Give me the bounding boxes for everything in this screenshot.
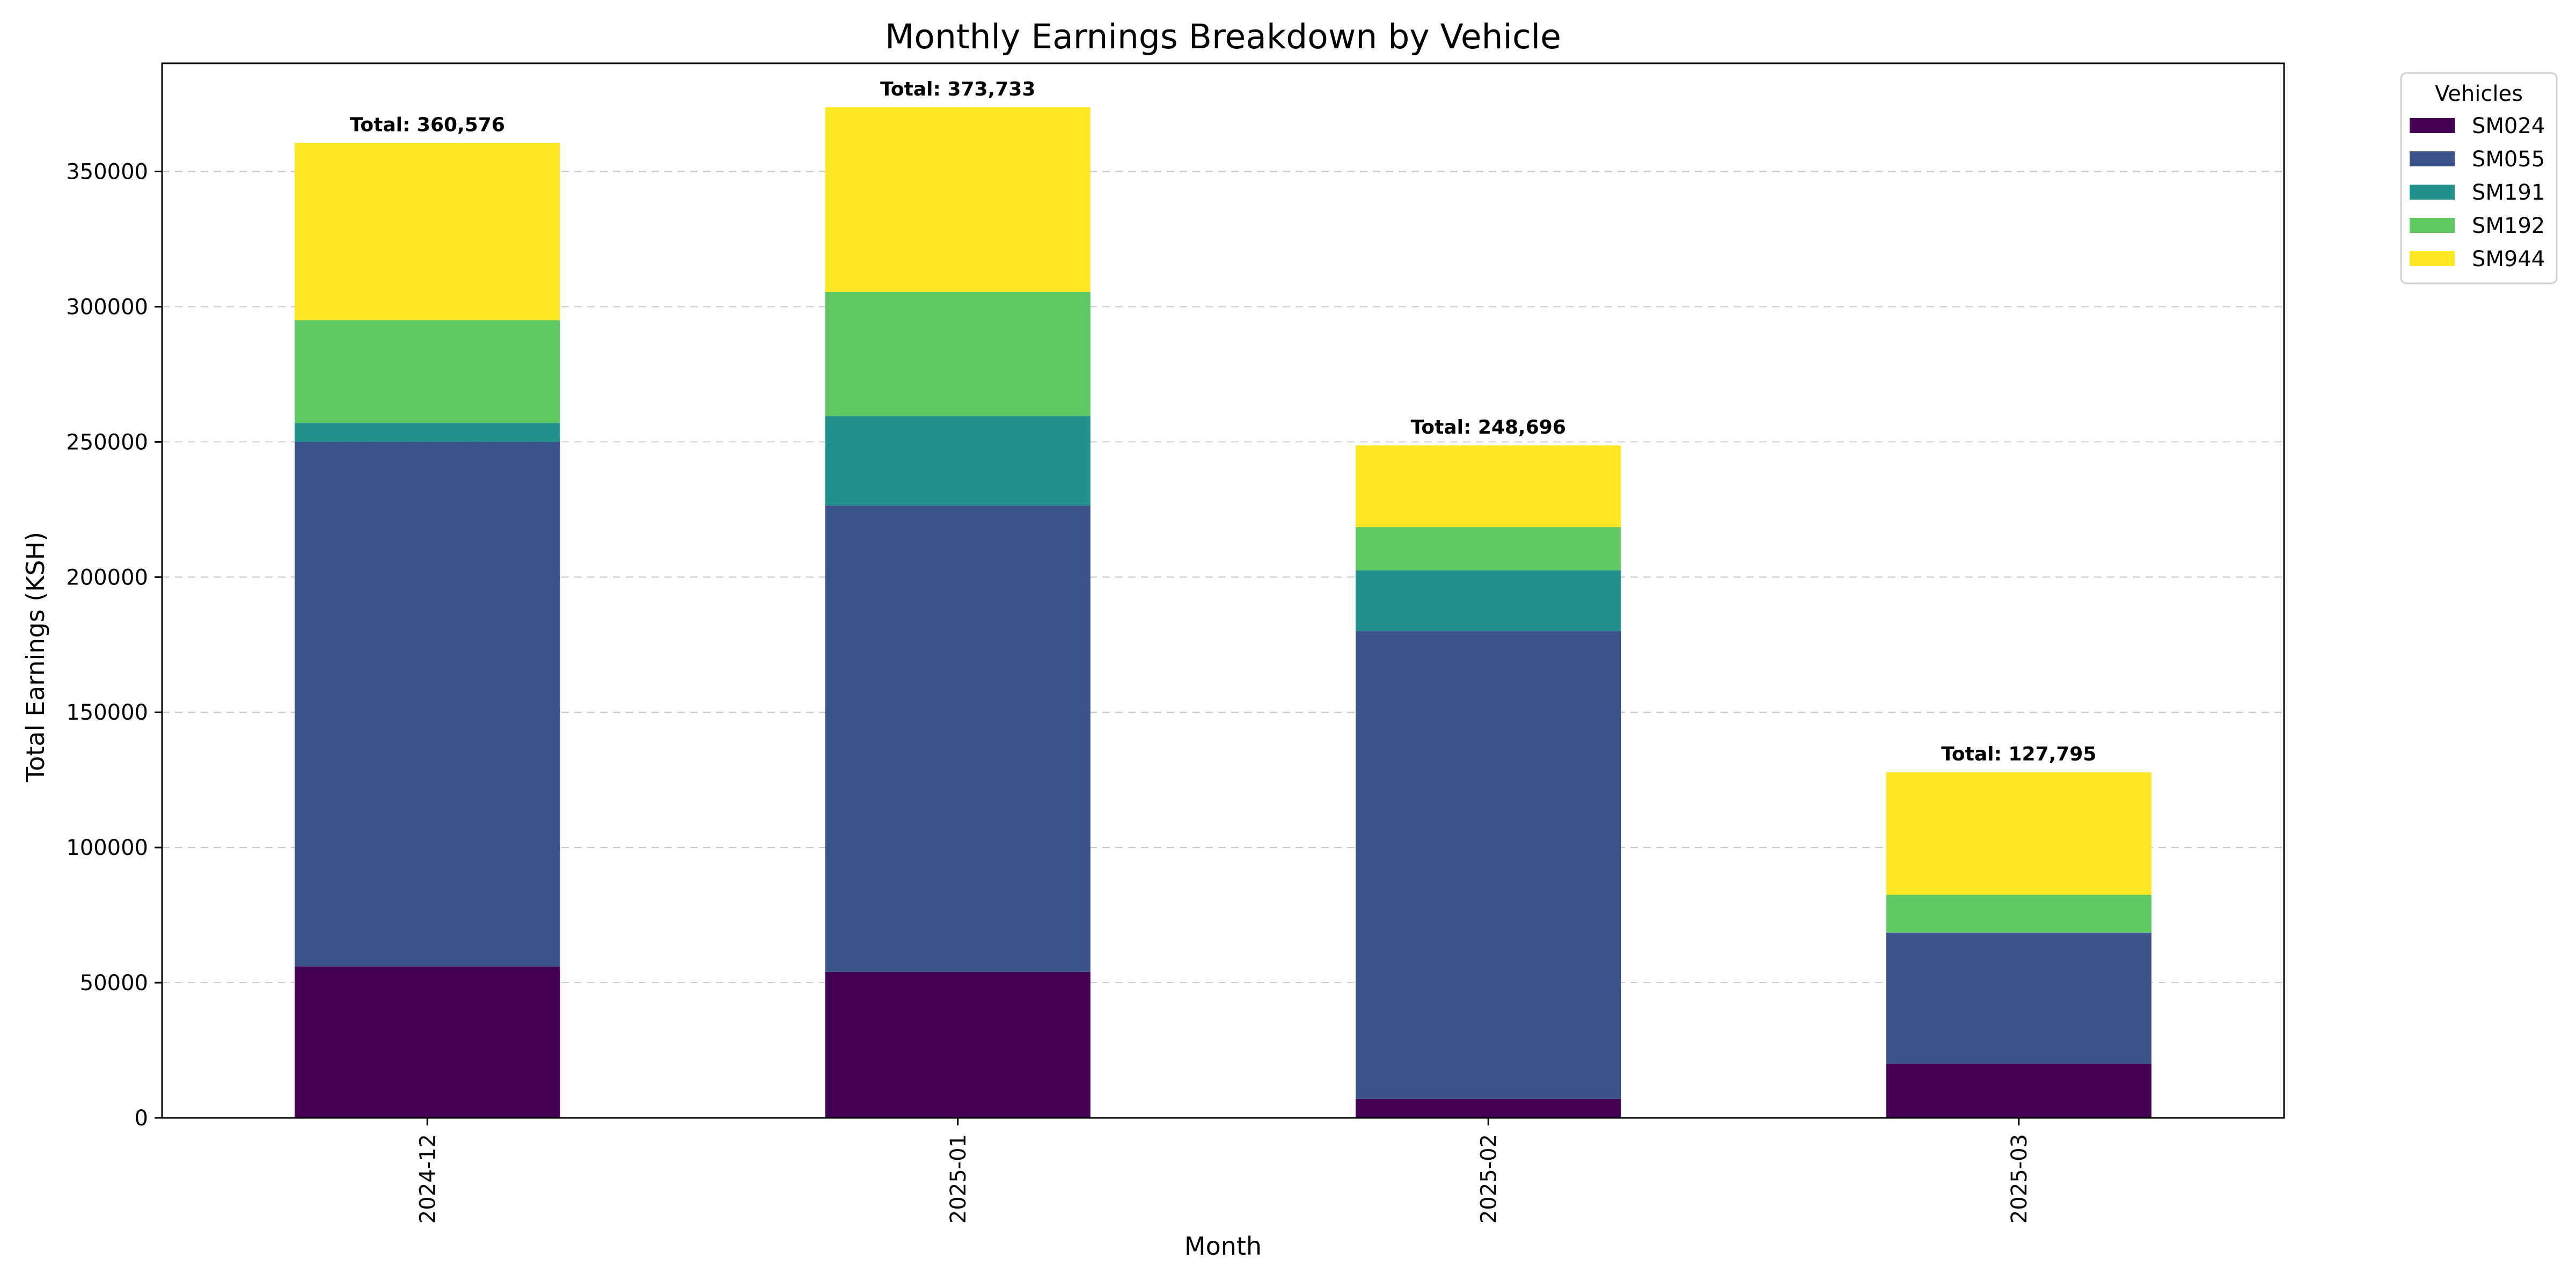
total-label: Total: 360,576: [350, 114, 505, 136]
bar-segment-sm055-2025-03: [1886, 932, 2151, 1064]
legend-swatch-sm055: [2410, 151, 2455, 166]
total-label: Total: 248,696: [1411, 416, 1566, 438]
axes: [161, 62, 2285, 1119]
x-tick-label: 2025-01: [946, 1134, 971, 1224]
y-tick-label: 250000: [66, 430, 148, 455]
bar-segment-sm944-2025-02: [1356, 445, 1621, 528]
x-ticks: 2024-12 2025-01 2025-02 2025-03: [415, 1118, 2032, 1224]
x-tick-label: 2025-02: [1476, 1134, 1501, 1224]
y-tick-label: 100000: [66, 836, 148, 860]
bar-segment-sm192-2024-12: [295, 320, 560, 423]
legend-swatch-sm191: [2410, 185, 2455, 200]
total-label: Total: 127,795: [1941, 743, 2096, 765]
y-tick-label: 350000: [66, 160, 148, 185]
chart-title: Monthly Earnings Breakdown by Vehicle: [885, 17, 1561, 56]
total-label: Total: 373,733: [880, 78, 1035, 100]
bar-segment-sm191-2025-01: [825, 416, 1091, 506]
total-labels: Total: 360,576 Total: 373,733 Total: 248,6…: [350, 78, 2097, 765]
bar-segment-sm024-2025-02: [1356, 1099, 1621, 1118]
legend-label-sm192: SM192: [2472, 214, 2545, 238]
y-axis-label: Total Earnings (KSH): [21, 532, 50, 782]
plot-frame: [161, 62, 2285, 1119]
legend: Vehicles SM024 SM055 SM191 SM192 SM944: [2400, 72, 2558, 284]
bar-segment-sm055-2024-12: [295, 442, 560, 967]
bar-segment-sm024-2025-03: [1886, 1064, 2151, 1118]
y-tick-label: 150000: [66, 700, 148, 725]
bar-segment-sm944-2025-01: [825, 107, 1091, 292]
bar-segment-sm192-2025-03: [1886, 895, 2151, 933]
x-tick-label: 2025-03: [2007, 1134, 2032, 1224]
legend-title: Vehicles: [2435, 82, 2523, 106]
bar-segment-sm192-2025-01: [825, 291, 1091, 416]
x-tick-label: 2024-12: [415, 1134, 440, 1224]
bar-segment-sm024-2025-01: [825, 971, 1091, 1118]
y-tick-label: 200000: [66, 565, 148, 590]
legend-swatch-sm192: [2410, 218, 2455, 233]
x-axis-label: Month: [1184, 1232, 1262, 1261]
bar-segment-sm944-2024-12: [295, 143, 560, 320]
y-tick-label: 300000: [66, 295, 148, 319]
legend-swatch-sm944: [2410, 251, 2455, 266]
y-ticks: 0 50000 100000 150000 200000 250000 300000 3500…: [66, 160, 162, 1131]
legend-label-sm944: SM944: [2472, 247, 2545, 272]
bar-segment-sm024-2024-12: [295, 966, 560, 1118]
bar-segment-sm192-2025-02: [1356, 527, 1621, 570]
legend-label-sm191: SM191: [2472, 180, 2545, 205]
legend-label-sm055: SM055: [2472, 147, 2545, 172]
y-tick-label: 50000: [80, 971, 148, 996]
legend-swatch-sm024: [2410, 118, 2455, 133]
legend-label-sm024: SM024: [2472, 114, 2545, 138]
bar-segment-sm944-2025-03: [1886, 772, 2151, 895]
bar-segment-sm191-2024-12: [295, 423, 560, 442]
y-tick-label: 0: [135, 1106, 148, 1131]
bar-segment-sm191-2025-02: [1356, 570, 1621, 632]
bar-segment-sm055-2025-02: [1356, 631, 1621, 1099]
bar-segment-sm055-2025-01: [825, 505, 1091, 972]
bars: [295, 107, 2151, 1118]
